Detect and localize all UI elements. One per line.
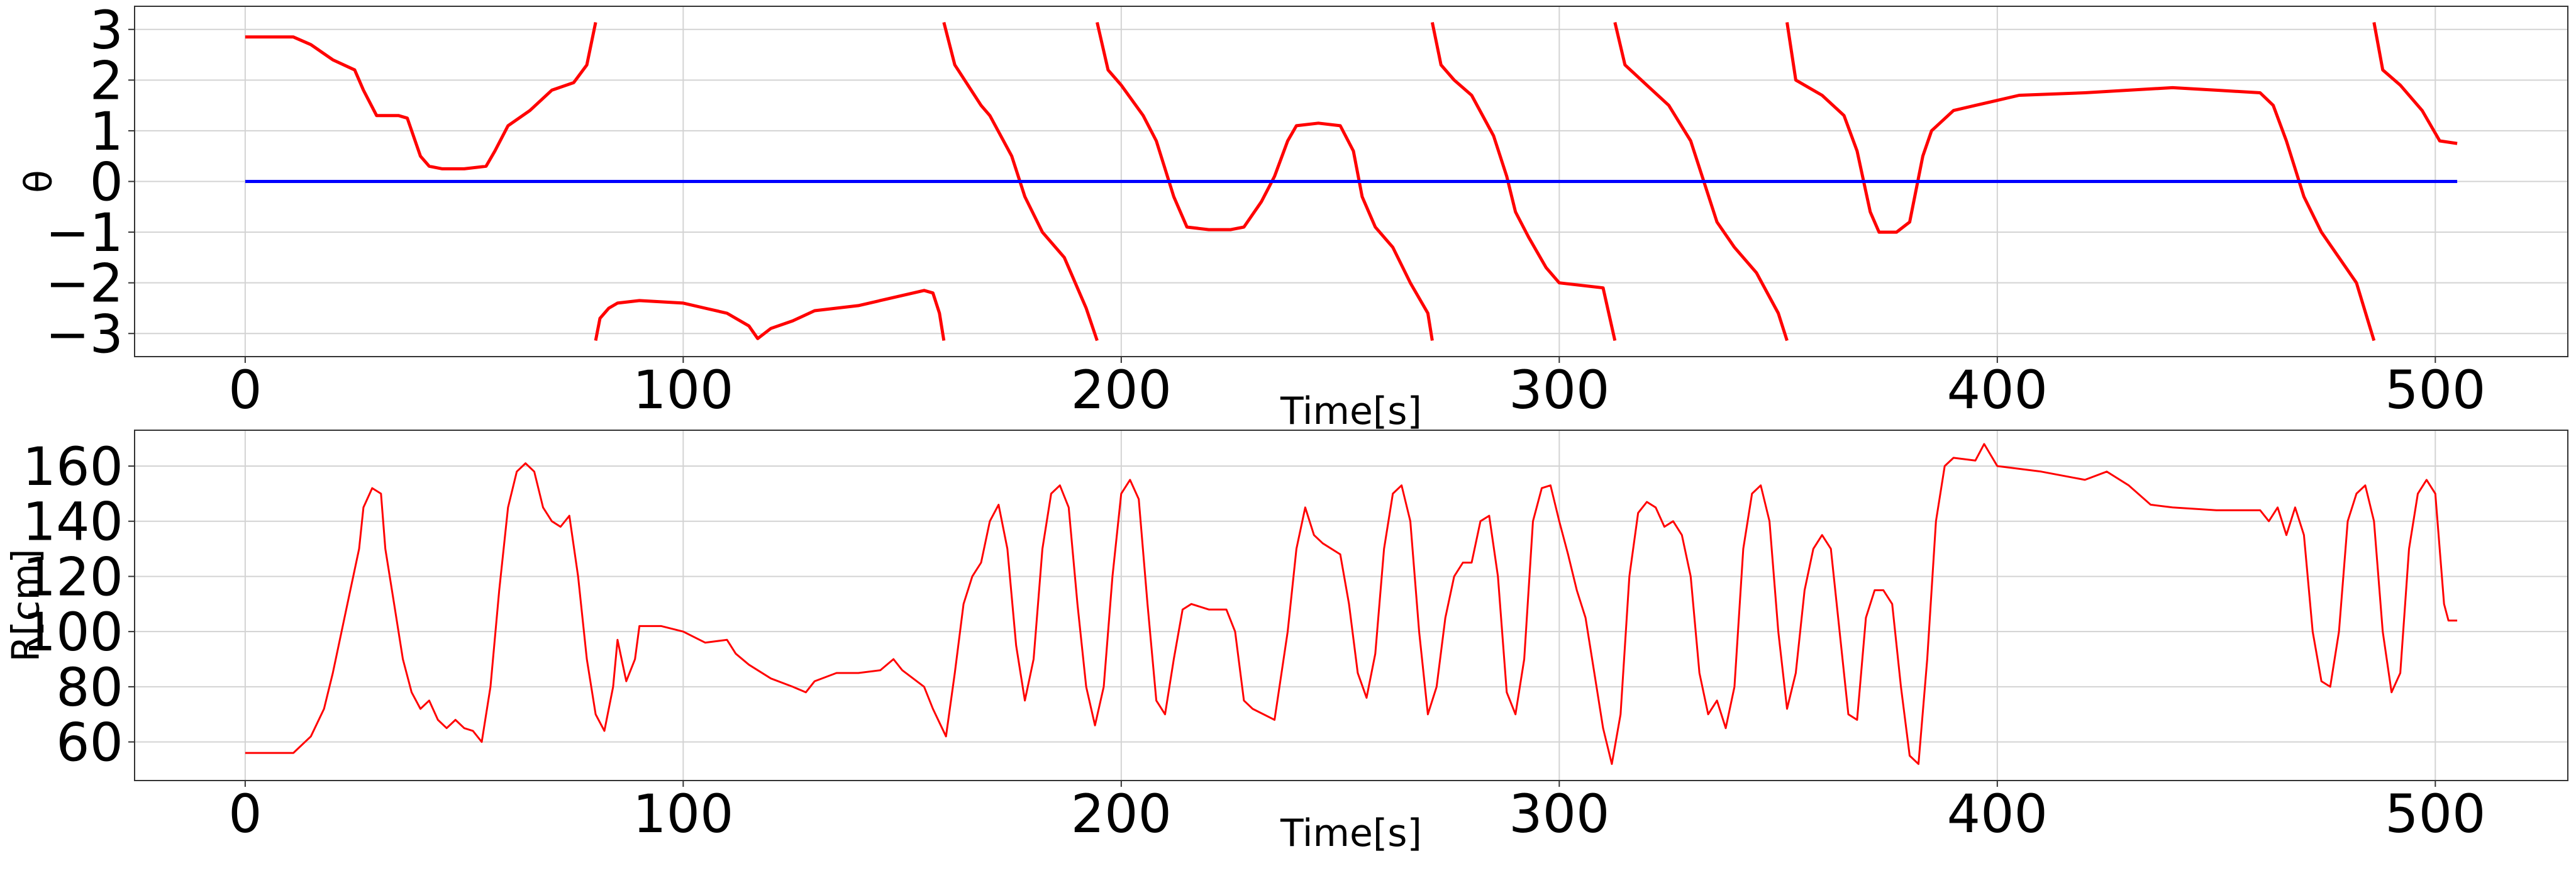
y-axis-label: θ [17,170,61,193]
axes-frame [134,6,2568,357]
x-tick-label: 200 [1071,359,1172,421]
y-tick-label: 2 [90,50,123,111]
x-tick-label: 0 [228,359,262,421]
x-tick-label: 300 [1509,783,1609,845]
x-tick-label: 500 [2385,359,2485,421]
x-tick-label: 400 [1947,783,2048,845]
x-axis-label: Time[s] [1280,389,1422,433]
y-tick-label: −1 [45,202,123,264]
y-tick-label: 160 [23,436,123,498]
x-tick-label: 500 [2385,783,2485,845]
y-tick-label: 60 [56,712,123,774]
y-tick-label: 120 [23,546,123,608]
data-line [245,443,2458,765]
y-tick-label: −2 [45,253,123,314]
y-tick-label: 80 [56,657,123,718]
axes-frame [134,430,2568,781]
y-tick-label: −3 [45,303,123,365]
y-tick-label: 1 [90,101,123,162]
y-tick-label: 140 [23,491,123,553]
x-tick-label: 100 [633,783,733,845]
y-tick-label: 3 [90,0,123,61]
x-tick-label: 100 [633,359,733,421]
x-tick-label: 0 [228,783,262,845]
y-tick-label: 0 [90,152,123,213]
x-tick-label: 300 [1509,359,1609,421]
x-axis-label: Time[s] [1280,811,1422,855]
y-tick-label: 100 [23,601,123,663]
y-axis-label: R[cm] [4,549,48,662]
x-tick-label: 400 [1947,359,2048,421]
x-tick-label: 200 [1071,783,1172,845]
